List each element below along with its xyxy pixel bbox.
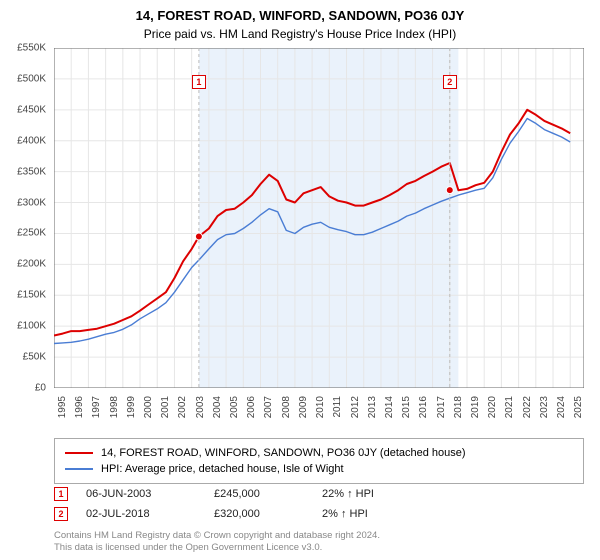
x-tick-label: 2017 bbox=[436, 396, 447, 418]
y-tick-label: £350K bbox=[0, 166, 46, 177]
y-tick-label: £300K bbox=[0, 197, 46, 208]
x-tick-label: 2011 bbox=[332, 396, 343, 418]
x-tick-label: 2002 bbox=[177, 396, 188, 418]
y-tick-label: £450K bbox=[0, 104, 46, 115]
x-tick-label: 2004 bbox=[212, 396, 223, 418]
footer-line-2: This data is licensed under the Open Gov… bbox=[54, 542, 584, 554]
x-tick-label: 2010 bbox=[315, 396, 326, 418]
marker-label-1: 1 bbox=[192, 75, 206, 89]
transaction-row: 2 02-JUL-2018 £320,000 2% ↑ HPI bbox=[54, 504, 584, 524]
x-tick-label: 2009 bbox=[298, 396, 309, 418]
x-tick-label: 2020 bbox=[487, 396, 498, 418]
x-tick-label: 2000 bbox=[143, 396, 154, 418]
x-tick-label: 2001 bbox=[160, 396, 171, 418]
x-tick-label: 2012 bbox=[350, 396, 361, 418]
y-tick-label: £0 bbox=[0, 383, 46, 394]
x-tick-label: 2021 bbox=[504, 396, 515, 418]
y-tick-label: £150K bbox=[0, 290, 46, 301]
transactions-table: 1 06-JUN-2003 £245,000 22% ↑ HPI 2 02-JUL-201… bbox=[54, 484, 584, 524]
x-tick-label: 1999 bbox=[126, 396, 137, 418]
y-tick-label: £250K bbox=[0, 228, 46, 239]
x-tick-label: 2024 bbox=[556, 396, 567, 418]
legend-swatch bbox=[65, 452, 93, 454]
footer-text: Contains HM Land Registry data © Crown c… bbox=[54, 530, 584, 554]
transaction-date: 06-JUN-2003 bbox=[86, 484, 196, 504]
x-tick-label: 2025 bbox=[573, 396, 584, 418]
x-tick-label: 2022 bbox=[522, 396, 533, 418]
x-tick-label: 2007 bbox=[263, 396, 274, 418]
transaction-pct: 22% ↑ HPI bbox=[322, 484, 422, 504]
transaction-row: 1 06-JUN-2003 £245,000 22% ↑ HPI bbox=[54, 484, 584, 504]
footer-line-1: Contains HM Land Registry data © Crown c… bbox=[54, 530, 584, 542]
legend-item: HPI: Average price, detached house, Isle… bbox=[65, 461, 573, 477]
chart-title: 14, FOREST ROAD, WINFORD, SANDOWN, PO36 … bbox=[0, 0, 600, 23]
x-tick-label: 2019 bbox=[470, 396, 481, 418]
x-tick-label: 2023 bbox=[539, 396, 550, 418]
chart-container: 14, FOREST ROAD, WINFORD, SANDOWN, PO36 … bbox=[0, 0, 600, 560]
x-tick-label: 2015 bbox=[401, 396, 412, 418]
x-tick-label: 2018 bbox=[453, 396, 464, 418]
y-tick-label: £550K bbox=[0, 43, 46, 54]
x-tick-label: 2013 bbox=[367, 396, 378, 418]
y-tick-label: £200K bbox=[0, 259, 46, 270]
transaction-marker-icon: 2 bbox=[54, 507, 68, 521]
legend-swatch bbox=[65, 468, 93, 470]
transaction-price: £245,000 bbox=[214, 484, 304, 504]
x-tick-label: 2016 bbox=[418, 396, 429, 418]
chart-subtitle: Price paid vs. HM Land Registry's House … bbox=[0, 23, 600, 47]
y-axis: £0£50K£100K£150K£200K£250K£300K£350K£400… bbox=[0, 48, 50, 388]
y-tick-label: £500K bbox=[0, 73, 46, 84]
x-tick-label: 2003 bbox=[195, 396, 206, 418]
legend-label: 14, FOREST ROAD, WINFORD, SANDOWN, PO36 … bbox=[101, 445, 466, 461]
legend-item: 14, FOREST ROAD, WINFORD, SANDOWN, PO36 … bbox=[65, 445, 573, 461]
x-tick-label: 2014 bbox=[384, 396, 395, 418]
transaction-marker-icon: 1 bbox=[54, 487, 68, 501]
plot-svg bbox=[54, 48, 584, 388]
x-tick-label: 2008 bbox=[281, 396, 292, 418]
x-tick-label: 1996 bbox=[74, 396, 85, 418]
y-tick-label: £400K bbox=[0, 135, 46, 146]
transaction-pct: 2% ↑ HPI bbox=[322, 504, 422, 524]
transaction-date: 02-JUL-2018 bbox=[86, 504, 196, 524]
transaction-price: £320,000 bbox=[214, 504, 304, 524]
x-tick-label: 1997 bbox=[91, 396, 102, 418]
x-tick-label: 2005 bbox=[229, 396, 240, 418]
x-tick-label: 1998 bbox=[109, 396, 120, 418]
plot-area: 12 bbox=[54, 48, 584, 388]
legend-label: HPI: Average price, detached house, Isle… bbox=[101, 461, 344, 477]
y-tick-label: £50K bbox=[0, 352, 46, 363]
x-axis: 1995 1996 1997 1998 1999 2000 2001 2002 2003 2004… bbox=[54, 392, 584, 438]
marker-label-2: 2 bbox=[443, 75, 457, 89]
x-tick-label: 1995 bbox=[57, 396, 68, 418]
legend: 14, FOREST ROAD, WINFORD, SANDOWN, PO36 … bbox=[54, 438, 584, 484]
x-tick-label: 2006 bbox=[246, 396, 257, 418]
y-tick-label: £100K bbox=[0, 321, 46, 332]
